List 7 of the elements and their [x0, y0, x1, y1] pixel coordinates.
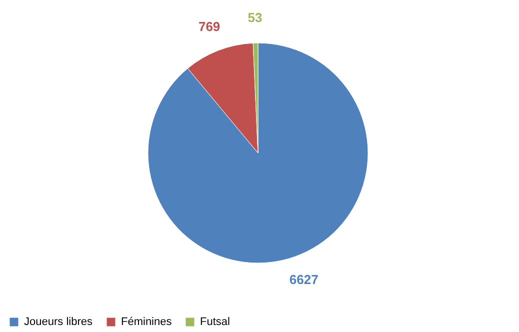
- legend-label: Futsal: [200, 316, 230, 328]
- legend-label: Joueurs libres: [24, 316, 93, 328]
- legend-label: Féminines: [121, 316, 172, 328]
- data-label: 53: [248, 10, 262, 26]
- pie-slice: [148, 42, 368, 264]
- data-label: 769: [198, 19, 220, 34]
- data-label: 6627: [289, 272, 318, 287]
